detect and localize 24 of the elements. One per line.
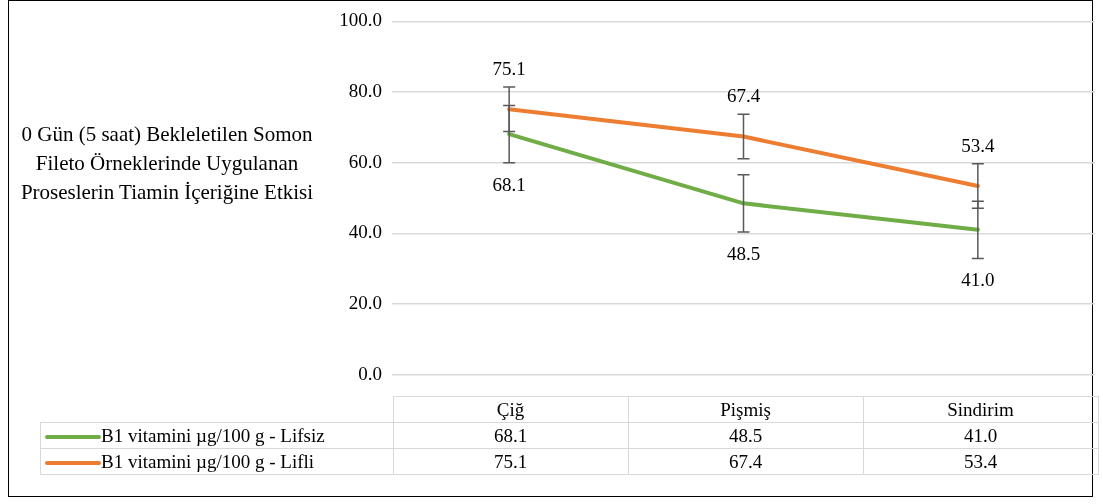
x-tick-label: Pişmiş — [628, 396, 863, 423]
data-label: 67.4 — [628, 448, 863, 475]
data-label: 53.4 — [863, 448, 1098, 475]
x-tick-label: Çiğ — [393, 396, 628, 423]
data-label: 48.5 — [628, 422, 863, 449]
y-tick-label: 20.0 — [348, 291, 382, 313]
text: 75.1 — [492, 58, 526, 80]
data-label: 41.0 — [863, 422, 1098, 449]
text: 67.4 — [726, 85, 761, 107]
y-tick-label: 60.0 — [348, 150, 382, 172]
text: 68.1 — [492, 173, 526, 195]
y-tick-label: 100.0 — [339, 9, 382, 31]
y-tick-label: 0.0 — [358, 362, 382, 384]
text: 53.4 — [961, 134, 995, 156]
y-tick-label: 40.0 — [348, 221, 382, 243]
legend-label: B1 vitamini µg/100 g - Lifli — [101, 450, 315, 472]
data-label: 75.1 — [393, 448, 628, 475]
text: 41.0 — [961, 269, 995, 291]
legend-label: B1 vitamini µg/100 g - Lifsiz — [101, 424, 325, 446]
text: 0 Gün (5 saat) Bekleletilen Somon Fileto Örneklerinde Uygulanan Proseslerin Tiamin İçeriğine Etkisi — [19, 121, 315, 206]
y-tick-label: 80.0 — [348, 80, 382, 102]
data-label: 68.1 — [393, 422, 628, 449]
x-tick-label: Sindirim — [863, 396, 1098, 423]
text: 48.5 — [726, 242, 761, 264]
